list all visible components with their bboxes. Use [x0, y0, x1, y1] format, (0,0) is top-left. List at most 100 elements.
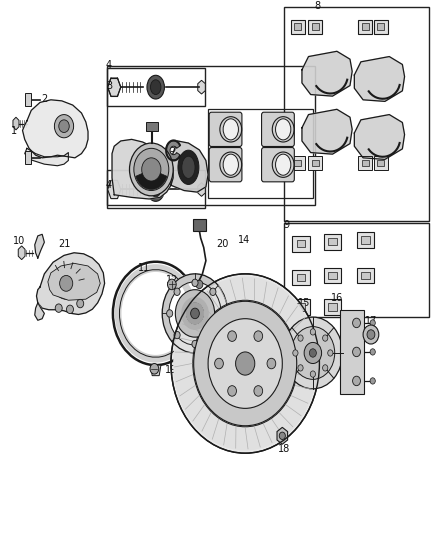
Circle shape — [67, 305, 74, 313]
Circle shape — [293, 350, 298, 356]
Circle shape — [54, 115, 74, 138]
Bar — [311, 160, 318, 166]
Bar — [290, 156, 304, 170]
Wedge shape — [166, 141, 180, 160]
Circle shape — [328, 350, 333, 356]
Circle shape — [215, 358, 223, 369]
Bar — [297, 274, 305, 281]
Polygon shape — [108, 180, 121, 199]
Text: 7: 7 — [212, 158, 218, 168]
FancyBboxPatch shape — [261, 112, 294, 147]
Bar — [340, 310, 364, 394]
Bar — [324, 299, 341, 315]
Text: 2: 2 — [41, 94, 47, 104]
Circle shape — [353, 347, 360, 357]
Polygon shape — [35, 303, 44, 320]
Circle shape — [370, 378, 375, 384]
Circle shape — [55, 304, 62, 312]
Bar — [308, 156, 322, 170]
Text: 11: 11 — [138, 263, 150, 272]
Circle shape — [173, 277, 317, 450]
Polygon shape — [35, 235, 44, 258]
Circle shape — [279, 432, 286, 440]
Ellipse shape — [147, 75, 164, 99]
Circle shape — [166, 310, 173, 317]
Bar — [361, 237, 370, 244]
Text: 16: 16 — [331, 293, 343, 303]
Ellipse shape — [130, 143, 173, 196]
Circle shape — [228, 386, 237, 396]
Circle shape — [171, 274, 319, 453]
Polygon shape — [198, 80, 205, 94]
Polygon shape — [277, 427, 288, 444]
Bar — [290, 20, 304, 35]
Bar — [324, 234, 341, 249]
Circle shape — [309, 349, 316, 357]
Text: 3: 3 — [107, 80, 113, 91]
Circle shape — [370, 349, 375, 355]
Text: 19: 19 — [165, 365, 177, 375]
Polygon shape — [150, 365, 161, 376]
Circle shape — [59, 120, 69, 133]
Bar — [292, 270, 310, 286]
Bar — [377, 23, 384, 30]
Bar — [374, 156, 388, 170]
Ellipse shape — [223, 119, 238, 140]
Ellipse shape — [150, 80, 161, 94]
Bar — [294, 160, 301, 166]
Ellipse shape — [134, 148, 169, 190]
Circle shape — [254, 331, 263, 342]
Bar — [193, 219, 206, 231]
Bar — [377, 160, 384, 166]
Polygon shape — [192, 305, 201, 321]
Bar — [146, 122, 158, 132]
FancyBboxPatch shape — [261, 148, 294, 182]
Bar — [107, 68, 205, 106]
Text: 15: 15 — [298, 298, 311, 308]
Ellipse shape — [276, 154, 291, 175]
Circle shape — [192, 340, 198, 348]
Circle shape — [77, 300, 84, 308]
Circle shape — [291, 327, 335, 379]
Circle shape — [191, 308, 199, 319]
Bar — [107, 66, 315, 205]
Ellipse shape — [276, 119, 291, 140]
Circle shape — [228, 127, 237, 138]
Circle shape — [194, 301, 297, 426]
Circle shape — [310, 329, 315, 335]
Circle shape — [193, 300, 297, 427]
Polygon shape — [18, 246, 25, 260]
Bar — [362, 160, 369, 166]
Circle shape — [267, 358, 276, 369]
Circle shape — [298, 335, 303, 341]
Bar — [328, 272, 337, 279]
Bar — [297, 240, 305, 247]
Ellipse shape — [182, 156, 195, 179]
Bar — [292, 299, 310, 315]
Circle shape — [208, 319, 283, 408]
Text: 20: 20 — [216, 239, 229, 249]
Polygon shape — [112, 139, 173, 199]
Bar — [358, 156, 372, 170]
Text: 9: 9 — [284, 220, 290, 230]
Polygon shape — [354, 56, 405, 101]
Bar — [311, 23, 318, 30]
Bar — [357, 232, 374, 248]
Bar — [308, 20, 322, 35]
Circle shape — [370, 320, 375, 326]
Polygon shape — [354, 115, 405, 159]
Circle shape — [228, 331, 237, 342]
Circle shape — [298, 365, 303, 371]
Polygon shape — [22, 100, 88, 158]
Bar — [284, 223, 429, 317]
Wedge shape — [136, 169, 167, 189]
Circle shape — [217, 310, 223, 317]
Polygon shape — [48, 263, 100, 300]
Text: 4: 4 — [106, 60, 112, 70]
Bar — [297, 303, 305, 311]
Text: 18: 18 — [278, 444, 290, 454]
Text: 4: 4 — [106, 180, 112, 190]
Circle shape — [236, 352, 255, 375]
Circle shape — [174, 288, 180, 295]
Polygon shape — [36, 253, 105, 314]
